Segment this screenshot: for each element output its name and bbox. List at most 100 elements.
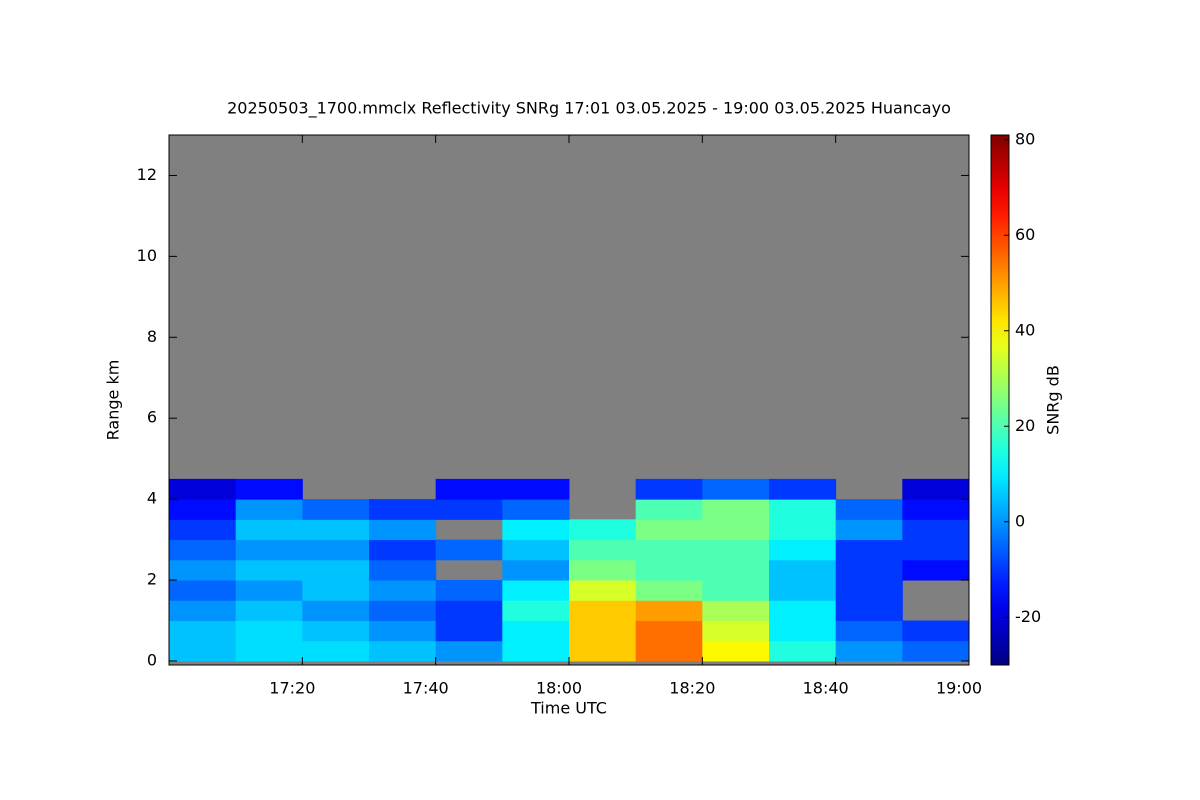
x-tick-label: 18:20 [669,679,715,698]
cell [635,620,703,642]
cell [369,580,437,601]
cell [769,640,837,662]
cell [369,499,437,520]
cell [169,519,237,541]
cell [702,499,770,520]
cell [635,539,703,561]
cell [835,499,903,520]
cell [769,539,837,561]
cell [169,600,237,621]
colorbar-tick-label: 80 [1015,129,1035,148]
cell [435,539,503,561]
cell [502,519,570,541]
cell [769,580,837,601]
cell [502,499,570,520]
x-axis-label: Time UTC [530,699,607,718]
cell [302,640,370,662]
cell [169,499,237,520]
y-axis-label: Range km [104,360,123,441]
cell [235,620,303,642]
cell [769,600,837,621]
cell [502,539,570,561]
cell [902,539,970,561]
colorbar-tick-label: 20 [1015,416,1035,435]
cell [835,539,903,561]
cell [369,539,437,561]
cell [302,600,370,621]
cell [702,620,770,642]
cell [902,640,970,662]
cell [235,499,303,520]
cell [235,519,303,541]
cell [502,580,570,601]
cell [235,539,303,561]
cell [635,600,703,621]
cell [835,600,903,621]
cell [902,499,970,520]
cell [702,640,770,662]
cell [702,600,770,621]
cell [369,519,437,541]
cell [569,559,637,581]
chart-title: 20250503_1700.mmclx Reflectivity SNRg 17… [227,99,951,119]
cell [702,559,770,581]
y-tick-label: 6 [147,408,157,427]
cell [302,620,370,642]
cell [369,640,437,662]
colorbar-tick-label: 40 [1015,320,1035,339]
cell [435,640,503,662]
cell [702,580,770,601]
cell [369,600,437,621]
cell [302,559,370,581]
cell [435,600,503,621]
cell [835,640,903,662]
cell [369,559,437,581]
cell [302,539,370,561]
cell [835,620,903,642]
cell [502,640,570,662]
y-tick-label: 4 [147,489,157,508]
cell [702,478,770,500]
x-tick-label: 18:00 [536,679,582,698]
cell [235,478,303,500]
cell [569,640,637,662]
colorbar-tick-label: 0 [1015,511,1025,530]
cell [369,620,437,642]
cell [769,478,837,500]
cell [435,499,503,520]
cell [435,580,503,601]
cell [635,499,703,520]
cell [635,640,703,662]
cell [302,499,370,520]
cell [235,559,303,581]
cell [169,539,237,561]
cell [235,600,303,621]
cell [769,620,837,642]
colorbar [990,134,1010,666]
cell [569,600,637,621]
cell [635,580,703,601]
cell [835,519,903,541]
cell [569,539,637,561]
cell [702,519,770,541]
x-tick-label: 17:40 [403,679,449,698]
cell [902,519,970,541]
cell [769,499,837,520]
cell [569,620,637,642]
cell [302,580,370,601]
cell [169,478,237,500]
cell [902,620,970,642]
colorbar-tick-label: 60 [1015,225,1035,244]
cell [435,478,503,500]
cell [169,620,237,642]
colorbar-label: SNRg dB [1044,365,1063,435]
cell [635,478,703,500]
cell [769,559,837,581]
cell [769,519,837,541]
cell [502,478,570,500]
cell [235,580,303,601]
cell [702,539,770,561]
x-tick-label: 18:40 [803,679,849,698]
cell [302,519,370,541]
